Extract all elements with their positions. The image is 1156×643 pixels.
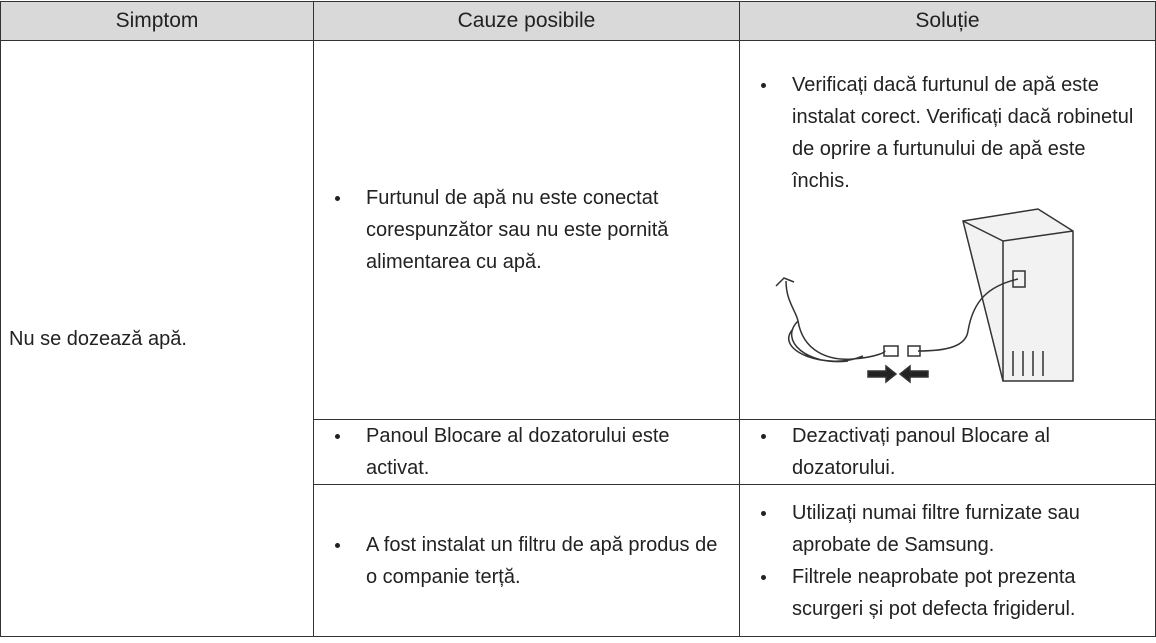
header-row: Simptom Cauze posibile Soluție — [0, 1, 1156, 41]
header-cell: Cauze posibile — [313, 1, 740, 41]
header-cell: Soluție — [739, 1, 1156, 41]
solution-cell: Verificați dacă furtunul de apă este ins… — [739, 40, 1156, 420]
solution: Filtrele neaprobate pot prezenta scurger… — [761, 561, 1147, 625]
solution: Dezactivați panoul Blocare al dozatorulu… — [761, 420, 1147, 484]
row: A fost instalat un filtru de apă produs … — [1, 484, 1156, 637]
solution: Verificați dacă furtunul de apă este ins… — [761, 69, 1147, 197]
list: A fost instalat un filtru de apă produs … — [322, 529, 731, 593]
cause-cell: A fost instalat un filtru de apă produs … — [313, 484, 740, 637]
cause: Panoul Blocare al dozatorului este activ… — [335, 420, 731, 484]
list: Utilizați numai filtre furnizate sau apr… — [748, 497, 1147, 625]
cause: A fost instalat un filtru de apă produs … — [335, 529, 731, 593]
list: Furtunul de apă nu este conectat corespu… — [322, 182, 731, 278]
cause-cell: Furtunul de apă nu este conectat corespu… — [313, 40, 740, 420]
solution: Utilizați numai filtre furnizate sau apr… — [761, 497, 1147, 561]
cause-cell: Panoul Blocare al dozatorului este activ… — [313, 419, 740, 485]
solution-cell: Utilizați numai filtre furnizate sau apr… — [739, 484, 1156, 637]
solution-cell: Dezactivați panoul Blocare al dozatorulu… — [739, 419, 1156, 485]
symptom-cell: Nu se dozează apă. — [0, 40, 314, 637]
hose-illustration — [775, 208, 1074, 384]
row: Panoul Blocare al dozatorului este activ… — [1, 419, 1156, 485]
header-cell: Simptom — [0, 1, 314, 41]
list: Verificați dacă furtunul de apă este ins… — [748, 69, 1147, 197]
list: Panoul Blocare al dozatorului este activ… — [322, 420, 731, 484]
list: Dezactivați panoul Blocare al dozatorulu… — [748, 420, 1147, 484]
row: Nu se dozează apă. Furtunul de apă nu es… — [0, 40, 1156, 637]
cause: Furtunul de apă nu este conectat corespu… — [335, 182, 731, 278]
